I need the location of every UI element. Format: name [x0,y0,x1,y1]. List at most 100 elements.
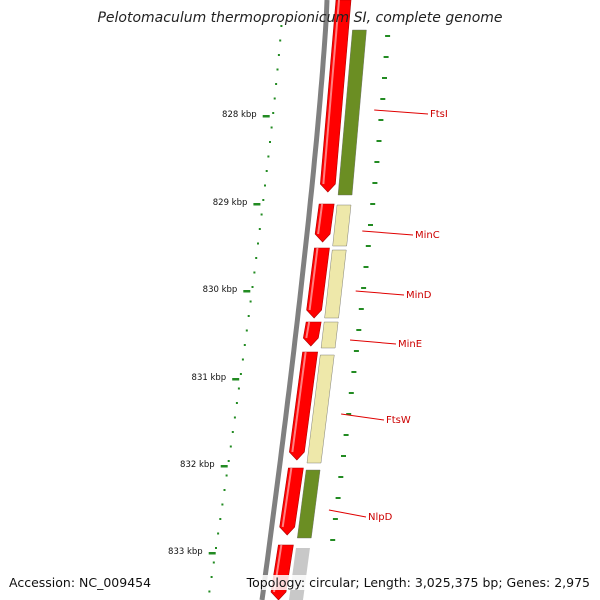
reverse-gene-arrow [320,0,352,193]
outer-tick [341,455,346,457]
arrow-highlight [308,247,319,311]
major-tick [262,115,270,118]
outer-tick [330,539,336,541]
scale-label: 831 kbp [192,373,227,383]
arrow-highlight [291,351,307,453]
scale-dot [210,576,213,578]
scale-dot [215,547,217,549]
scale-label: 832 kbp [180,460,215,470]
forward-gene-block [289,548,310,600]
outer-tick [343,434,349,436]
scale-dot [275,83,278,85]
backbone-line [259,0,330,600]
outer-tick [358,308,364,310]
scale-dot [229,445,232,448]
scale-dot [237,387,240,390]
outer-tick [335,497,341,499]
outer-tick [370,203,376,205]
outer-tick [346,413,352,415]
arrow-highlight [322,0,340,185]
backbone-ring [259,0,330,600]
outer-tick [361,287,367,289]
forward-gene-block [297,469,321,539]
genome-summary-text: Topology: circular; Length: 3,025,375 bp… [242,575,590,590]
scale-label: 830 kbp [203,285,238,295]
arrow-highlight [281,467,293,528]
scale-dot [255,257,258,259]
scale-dot [247,315,250,317]
forward-strand-features [289,29,367,600]
label-leader-line [355,290,405,296]
outer-tick [353,350,359,352]
label-leader-line [328,509,367,518]
forward-gene-block [306,354,335,464]
scale-label: 828 kbp [222,110,257,120]
gene-label: MinD [406,290,432,301]
outer-tick [385,35,391,37]
gene-labels: FtsI MinC MinD MinE FtsW NlpD [328,109,448,523]
scale-dot [249,300,252,303]
map-title: Pelotomaculum thermopropionicum SI, comp… [97,10,503,26]
outer-tick [374,161,380,163]
scale-dot [221,503,224,506]
label-leader-line [341,413,385,421]
accession-text: Accession: NC_009454 [9,575,152,590]
major-tick [253,203,261,206]
scale-dot [272,112,275,114]
scale-dot [267,155,270,158]
gene-label: NlpD [368,512,393,523]
reverse-gene-arrow [314,203,335,243]
scale-dot [251,286,254,288]
scale-dot [270,126,273,129]
scale-dot [279,39,282,42]
major-tick [232,378,240,381]
forward-gene-block [324,249,347,319]
scale-dot [241,358,244,361]
scale-dot [276,68,279,71]
scale-dot [273,97,276,100]
scale-dot [233,416,236,419]
major-tick [220,465,228,468]
label-leader-line [362,230,414,236]
reverse-gene-arrow [306,247,330,319]
gene-label: FtsW [386,415,411,426]
outer-tick [363,266,369,268]
scale-dot [217,532,220,535]
scale-dot [260,213,263,216]
scale-label: 829 kbp [213,198,248,208]
outer-tick [368,224,373,226]
outer-tick [380,98,386,100]
arrow-highlight [317,203,324,235]
scale-ticks [208,25,391,593]
scale-dot [253,271,256,274]
outer-tick [382,77,387,79]
label-leader-line [374,109,429,115]
scale-dot [212,561,215,564]
reverse-gene-arrow [303,321,322,347]
scale-dot [257,242,259,245]
major-tick [243,290,251,293]
scale-dot [258,228,261,230]
scale-labels: 828 kbp 829 kbp 830 kbp 831 kbp 832 kbp 833 k… [168,110,257,557]
forward-gene-block [332,204,352,247]
outer-tick [372,182,378,184]
scale-dot [239,373,242,375]
scale-dot [277,54,280,56]
outer-tick [378,119,384,121]
forward-gene-block [337,29,367,196]
scale-dot [231,431,234,433]
scale-dot [223,489,226,491]
scale-dot [245,329,248,332]
gene-label: FtsI [430,109,448,120]
outer-tick [376,140,382,142]
scale-dot [235,402,238,404]
scale-dot [219,518,222,520]
gene-label: MinE [398,339,422,350]
label-leader-line [349,339,397,345]
scale-dot [264,184,266,187]
scale-label: 833 kbp [168,547,203,557]
gene-label: MinC [415,230,440,241]
scale-dot [265,170,268,172]
outer-tick [365,245,371,247]
